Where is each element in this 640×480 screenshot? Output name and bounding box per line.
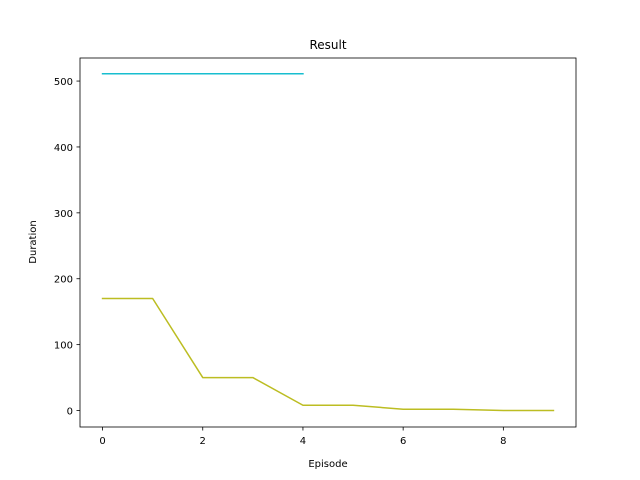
y-tick-label: 300 [54,209,73,220]
plot-area: 0 2 4 6 8 0 100 200 300 400 500 [54,57,577,447]
x-axis-ticks: 0 2 4 6 8 [99,427,507,447]
y-tick-label: 500 [54,77,73,88]
x-tick-label: 4 [300,436,306,447]
x-tick-label: 2 [200,436,206,447]
chart-title: Result [309,38,346,52]
x-tick-label: 8 [500,436,506,447]
series-line-2 [101,297,555,412]
x-tick-label: 6 [400,436,406,447]
y-tick-label: 400 [54,143,73,154]
series-layer [101,73,555,412]
axes-frame [79,57,577,428]
y-axis-ticks: 0 100 200 300 400 500 [54,77,80,418]
y-tick-label: 0 [67,407,73,418]
y-axis-label: Duration [28,220,39,263]
y-tick-label: 100 [54,341,73,352]
y-tick-label: 200 [54,275,73,286]
x-tick-label: 0 [99,436,105,447]
x-axis-label: Episode [308,459,347,470]
